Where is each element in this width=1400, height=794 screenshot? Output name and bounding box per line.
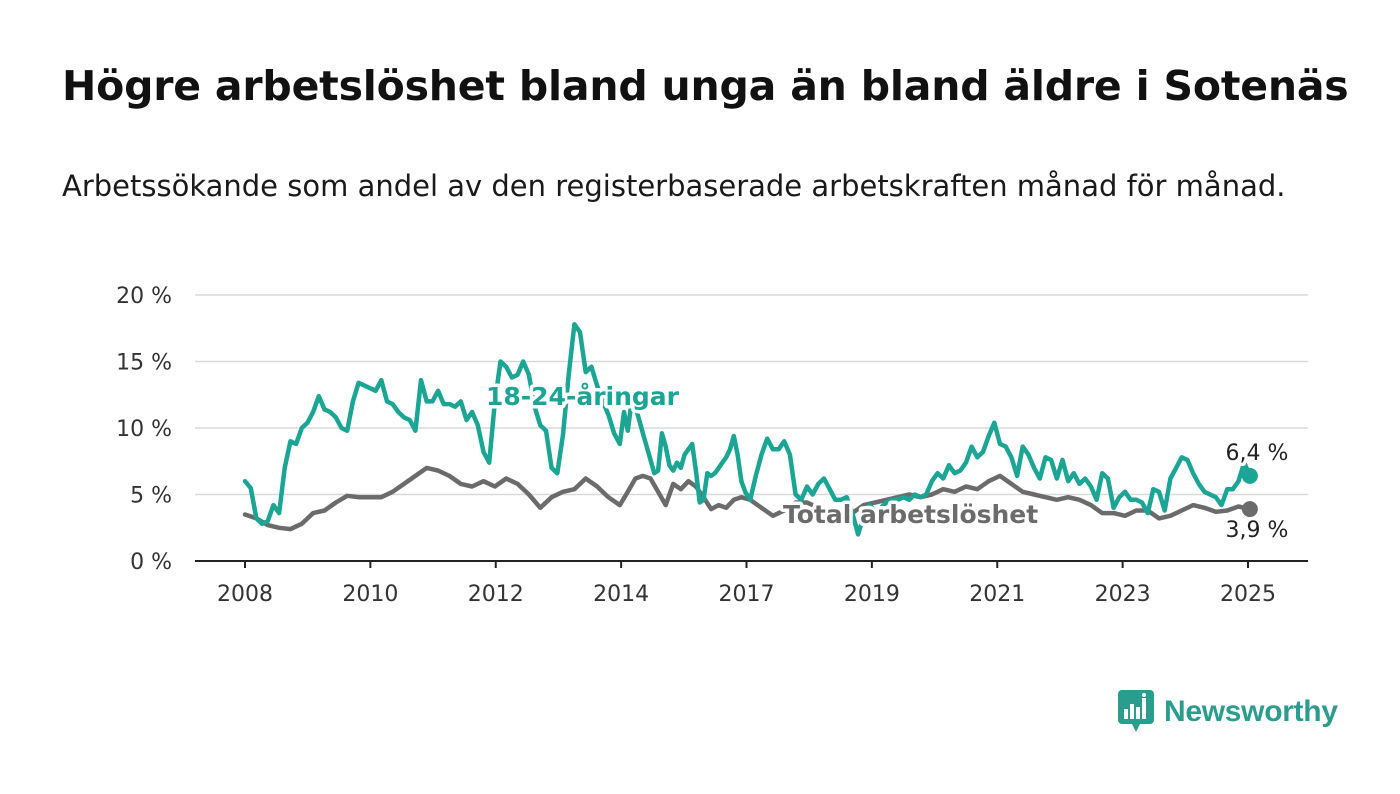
series-label-total-halo: Total arbetslöshet <box>783 500 1038 529</box>
y-tick-label: 20 % <box>116 284 172 309</box>
y-tick-label: 5 % <box>130 484 172 509</box>
y-tick-label: 10 % <box>116 417 172 442</box>
x-tick-label: 2014 <box>593 582 649 607</box>
newsworthy-logo: Newsworthy <box>1118 690 1338 734</box>
x-tick-label: 2017 <box>719 582 775 607</box>
x-tick-label: 2010 <box>342 582 398 607</box>
axes: 0 % 5 % 10 % 15 % 20 % 2008 2010 2012 2014 2017 20… <box>116 284 1308 607</box>
grid-lines <box>195 294 1308 496</box>
x-tick-label: 2008 <box>217 582 273 607</box>
x-tick-label: 2019 <box>844 582 900 607</box>
x-tick-label: 2025 <box>1220 582 1276 607</box>
end-value-label-18-24-halo: 6,4 % <box>1226 441 1289 466</box>
newsworthy-logo-text: Newsworthy <box>1164 695 1338 728</box>
series-end-point <box>1241 467 1258 484</box>
chart-title: Högre arbetslöshet bland unga än bland ä… <box>62 62 1349 110</box>
end-value-label-18-24: 6,4 % <box>1226 441 1289 466</box>
series-end-point <box>1241 501 1258 518</box>
series-label-18-24: 18-24-åringar <box>486 382 680 411</box>
series-line-total-arbetslöshet <box>242 465 1253 532</box>
y-tick-label: 15 % <box>116 351 172 376</box>
x-tick-label: 2012 <box>468 582 524 607</box>
newsworthy-logo-icon <box>1118 690 1154 732</box>
end-value-label-total-halo: 3,9 % <box>1226 518 1289 543</box>
x-tick-label: 2023 <box>1095 582 1151 607</box>
end-value-label-total: 3,9 % <box>1226 518 1289 543</box>
chart-subtitle: Arbetssökande som andel av den registerb… <box>62 169 1286 203</box>
series-label-total: Total arbetslöshet <box>783 500 1038 529</box>
y-tick-label: 0 % <box>130 550 172 575</box>
series-lines <box>242 322 1258 537</box>
series-label-18-24-halo: 18-24-åringar <box>486 382 680 411</box>
x-tick-label: 2021 <box>969 582 1025 607</box>
series-line-18-24-åringar <box>242 322 1253 537</box>
